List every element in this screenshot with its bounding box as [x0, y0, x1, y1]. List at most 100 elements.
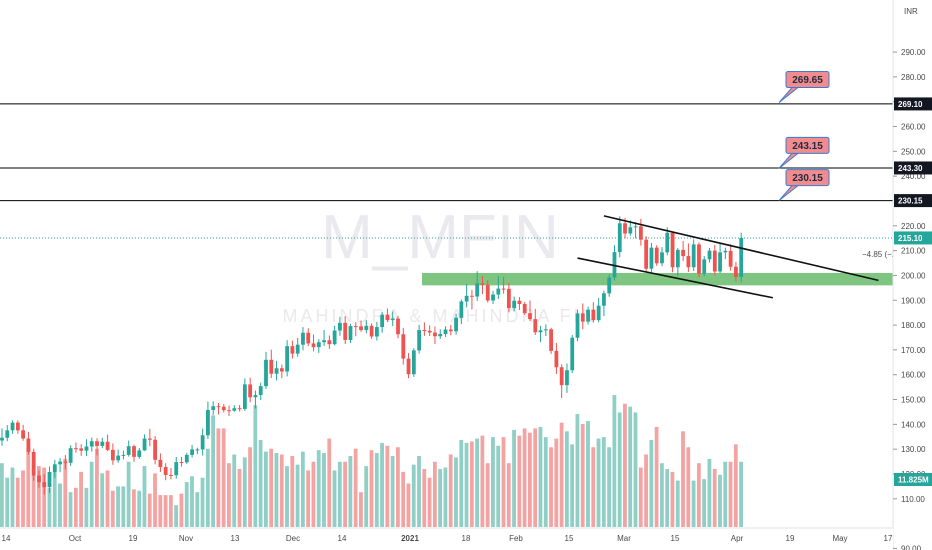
- candle[interactable]: [221, 403, 226, 413]
- candle[interactable]: [649, 242, 654, 273]
- candle[interactable]: [26, 431, 31, 455]
- candle[interactable]: [169, 468, 173, 480]
- candle[interactable]: [565, 363, 569, 393]
- candle[interactable]: [301, 327, 305, 351]
- channel-lines[interactable]: [577, 215, 879, 299]
- candle[interactable]: [660, 247, 664, 267]
- candle[interactable]: [79, 444, 84, 456]
- candle[interactable]: [427, 325, 432, 336]
- candle[interactable]: [533, 308, 538, 336]
- candle[interactable]: [385, 308, 390, 323]
- candle[interactable]: [332, 325, 337, 346]
- candle[interactable]: [443, 326, 448, 337]
- candle[interactable]: [290, 340, 295, 359]
- candle[interactable]: [470, 289, 474, 310]
- candle[interactable]: [712, 244, 717, 276]
- channel-trendline[interactable]: [603, 215, 879, 282]
- candle[interactable]: [359, 320, 363, 332]
- candle[interactable]: [496, 276, 501, 300]
- candle[interactable]: [311, 334, 316, 352]
- candle[interactable]: [343, 316, 348, 344]
- horizontal-levels[interactable]: [0, 103, 893, 202]
- candle[interactable]: [723, 247, 728, 260]
- price-callout[interactable]: 243.15: [778, 136, 830, 169]
- candle[interactable]: [184, 452, 189, 464]
- candle[interactable]: [31, 448, 36, 481]
- candle[interactable]: [374, 321, 379, 341]
- candle[interactable]: [327, 335, 332, 349]
- candle[interactable]: [380, 312, 385, 333]
- candle[interactable]: [21, 424, 26, 441]
- candle[interactable]: [52, 459, 57, 478]
- candle[interactable]: [464, 283, 469, 308]
- candle[interactable]: [475, 271, 480, 301]
- candle[interactable]: [295, 337, 300, 357]
- candle[interactable]: [559, 364, 564, 399]
- candle[interactable]: [654, 245, 659, 266]
- candle[interactable]: [100, 437, 105, 449]
- candle[interactable]: [411, 348, 416, 377]
- candle[interactable]: [522, 301, 527, 315]
- candle[interactable]: [89, 437, 94, 452]
- candle[interactable]: [206, 401, 210, 439]
- candle[interactable]: [718, 243, 722, 274]
- candle[interactable]: [633, 222, 638, 239]
- candle[interactable]: [485, 280, 490, 303]
- candle[interactable]: [63, 455, 68, 470]
- candle[interactable]: [506, 282, 511, 313]
- candle[interactable]: [602, 290, 606, 317]
- candle[interactable]: [612, 245, 617, 281]
- candle[interactable]: [258, 382, 263, 401]
- candle[interactable]: [158, 453, 163, 473]
- candle[interactable]: [68, 445, 73, 466]
- candle[interactable]: [433, 326, 437, 344]
- candle[interactable]: [691, 239, 696, 271]
- candle[interactable]: [390, 311, 395, 327]
- candle[interactable]: [279, 364, 284, 379]
- candle[interactable]: [274, 360, 279, 381]
- candle[interactable]: [734, 262, 738, 282]
- channel-trendline[interactable]: [577, 257, 774, 299]
- candle[interactable]: [665, 227, 670, 256]
- candle[interactable]: [675, 247, 680, 276]
- candle[interactable]: [422, 322, 427, 336]
- candle[interactable]: [353, 322, 358, 337]
- candle[interactable]: [179, 456, 184, 467]
- candle[interactable]: [739, 232, 744, 283]
- candle[interactable]: [528, 300, 532, 322]
- candle[interactable]: [211, 401, 216, 415]
- candle[interactable]: [237, 404, 242, 412]
- candle[interactable]: [538, 325, 543, 343]
- candle[interactable]: [480, 276, 485, 295]
- candle[interactable]: [638, 218, 643, 246]
- candle[interactable]: [316, 339, 321, 353]
- candle[interactable]: [607, 274, 612, 297]
- candle[interactable]: [728, 244, 733, 271]
- candle[interactable]: [670, 231, 675, 273]
- candle[interactable]: [575, 309, 580, 342]
- candle[interactable]: [491, 290, 495, 304]
- candle[interactable]: [364, 320, 369, 334]
- candle[interactable]: [5, 425, 10, 442]
- candle[interactable]: [501, 276, 506, 294]
- candle[interactable]: [147, 428, 152, 447]
- price-callouts[interactable]: 269.65 243.15 230.15: [778, 71, 830, 201]
- candle[interactable]: [47, 466, 52, 493]
- candle[interactable]: [285, 340, 290, 377]
- candle[interactable]: [543, 324, 548, 336]
- candle[interactable]: [580, 303, 585, 330]
- candle[interactable]: [248, 377, 253, 403]
- candle[interactable]: [512, 296, 517, 312]
- candle[interactable]: [570, 335, 575, 373]
- candle[interactable]: [322, 330, 326, 346]
- candle[interactable]: [15, 420, 20, 434]
- candle[interactable]: [586, 306, 590, 325]
- candle[interactable]: [116, 449, 121, 463]
- candle[interactable]: [10, 420, 15, 434]
- candle[interactable]: [417, 324, 422, 354]
- candle[interactable]: [628, 220, 633, 236]
- candle[interactable]: [401, 327, 406, 365]
- candle[interactable]: [697, 242, 701, 278]
- candle[interactable]: [338, 316, 342, 336]
- candle[interactable]: [617, 216, 622, 258]
